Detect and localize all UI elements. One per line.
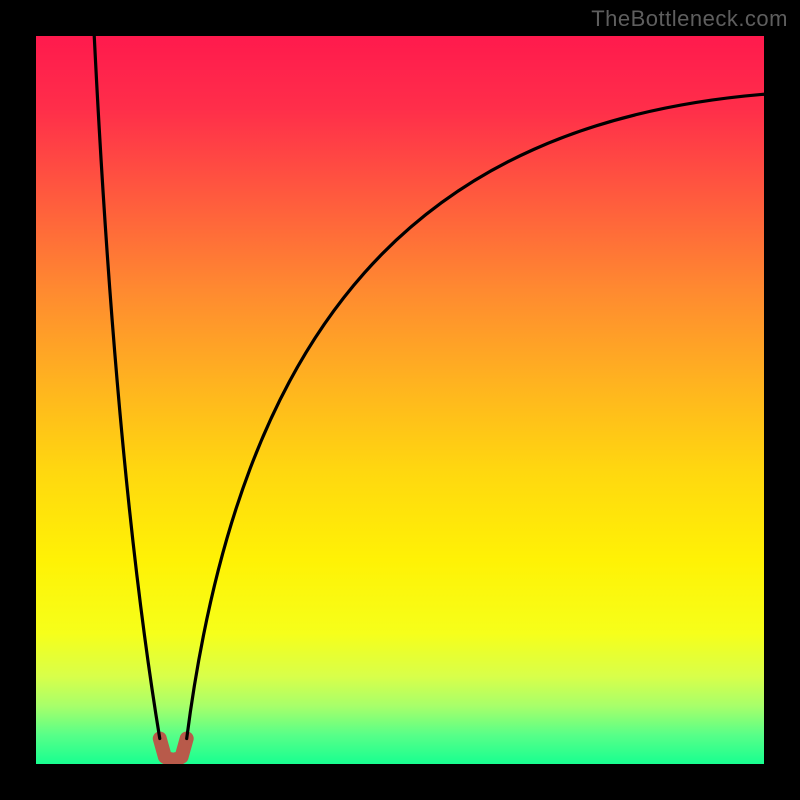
gradient-background: [36, 36, 764, 764]
bottleneck-chart: [0, 0, 800, 800]
watermark-text: TheBottleneck.com: [591, 6, 788, 32]
chart-root: TheBottleneck.com: [0, 0, 800, 800]
